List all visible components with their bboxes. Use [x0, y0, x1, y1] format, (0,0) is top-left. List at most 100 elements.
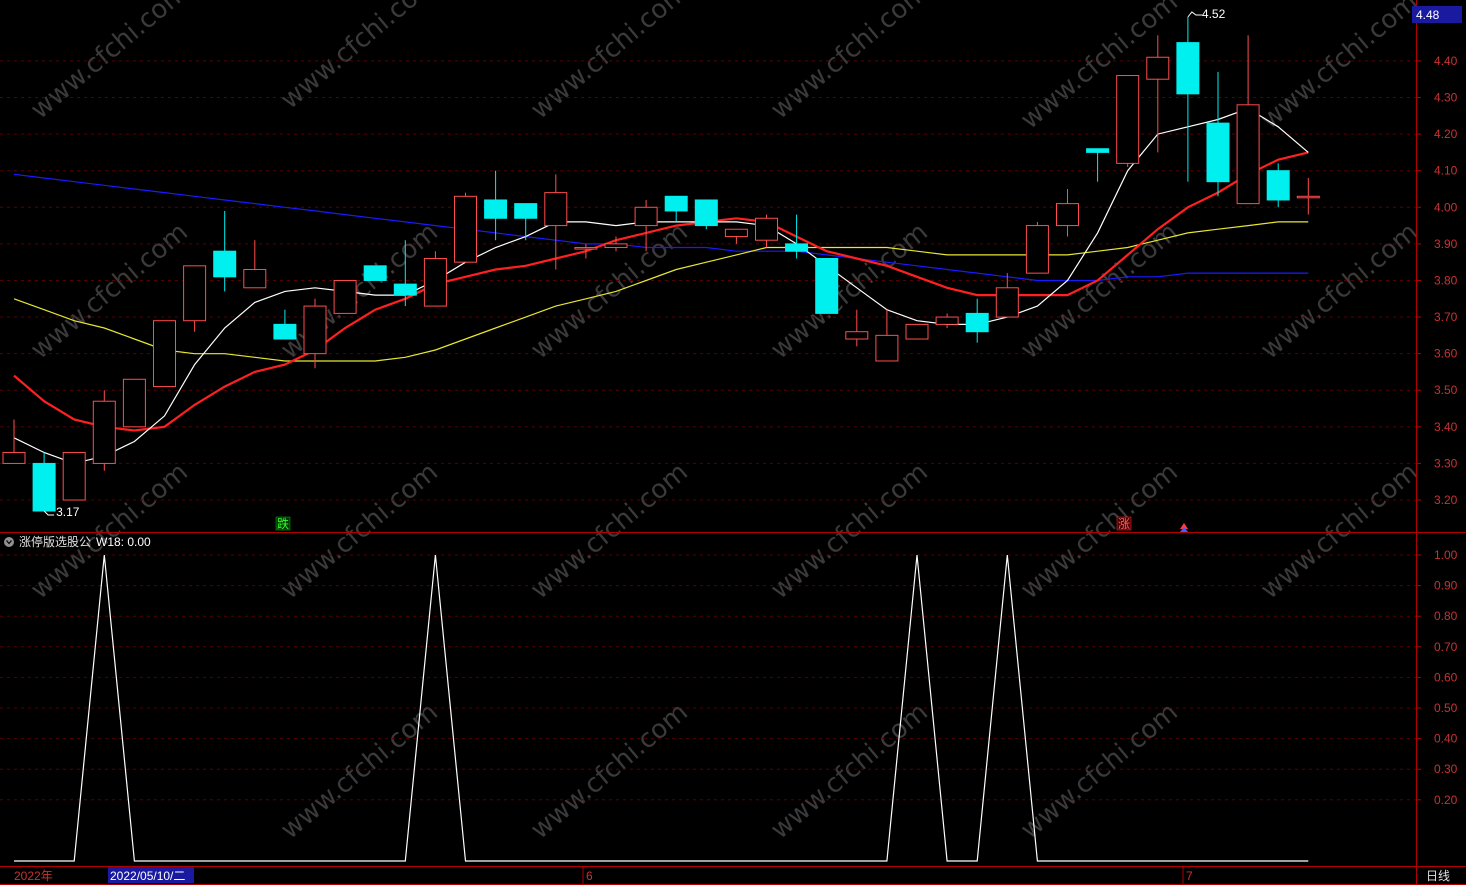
candle-body: [1266, 170, 1290, 201]
x-axis-label-month: 6: [586, 869, 593, 883]
candle[interactable]: [875, 309, 899, 362]
candle-body: [634, 206, 658, 227]
candle[interactable]: [755, 214, 778, 248]
indicator-tick-label: 0.30: [1434, 762, 1458, 776]
high-pointer: [1187, 11, 1202, 18]
candle-body: [32, 462, 56, 512]
candle[interactable]: [1236, 35, 1260, 205]
indicator-tick-label: 0.40: [1434, 732, 1458, 746]
candle[interactable]: [604, 236, 628, 252]
candle[interactable]: [303, 298, 327, 369]
candle[interactable]: [122, 378, 146, 428]
candle-body: [243, 268, 267, 289]
candle[interactable]: [183, 265, 207, 332]
ma5-line: [13, 107, 1309, 465]
candle[interactable]: [634, 199, 658, 252]
candle[interactable]: [724, 228, 748, 244]
x-axis-label-year: 2022年: [14, 869, 53, 883]
candle-body: [1146, 56, 1170, 80]
indicator-tick-label: 0.90: [1434, 579, 1458, 593]
candlestick-series[interactable]: [2, 17, 1320, 512]
candle-body: [965, 312, 989, 333]
indicator-tick-label: 0.60: [1434, 670, 1458, 684]
candle[interactable]: [2, 419, 26, 464]
candle-body: [1116, 75, 1140, 164]
candle-body: [333, 279, 357, 314]
candle-body: [1236, 104, 1260, 205]
up-arrow-icon: [1180, 523, 1188, 529]
candle[interactable]: [243, 240, 267, 289]
candle[interactable]: [965, 298, 989, 343]
candle[interactable]: [1025, 221, 1049, 274]
candle-body: [724, 228, 748, 238]
candle[interactable]: [1116, 75, 1140, 168]
candle-body: [454, 195, 477, 263]
candle[interactable]: [1146, 35, 1170, 153]
candle-body: [303, 305, 327, 355]
ma10-line: [13, 151, 1309, 432]
candle[interactable]: [1206, 71, 1230, 197]
candle-body: [423, 258, 447, 307]
candle[interactable]: [213, 210, 237, 292]
candle[interactable]: [62, 451, 86, 501]
candle[interactable]: [995, 273, 1019, 318]
candle-body: [273, 323, 297, 340]
candle[interactable]: [363, 265, 387, 281]
candle-body: [845, 331, 869, 340]
candle[interactable]: [1266, 163, 1290, 208]
price-tick-label: 3.50: [1434, 383, 1458, 397]
candle[interactable]: [905, 323, 929, 340]
x-axis-label-month: 7: [1186, 869, 1193, 883]
candle[interactable]: [574, 243, 598, 259]
candle[interactable]: [92, 390, 116, 471]
candle[interactable]: [1296, 178, 1320, 215]
candle[interactable]: [454, 192, 477, 263]
chart-labels: 3.20 3.30 3.40 3.50 3.60 3.70 3.80 3.90 4.00 4.10…: [4, 6, 1462, 884]
indicator-tick-label: 0.20: [1434, 793, 1458, 807]
candle[interactable]: [815, 258, 839, 314]
candle[interactable]: [664, 195, 688, 222]
candle-body: [122, 378, 146, 428]
candle-body: [213, 250, 237, 278]
candle[interactable]: [694, 199, 718, 230]
indicator-name: 涨停版选股公: [19, 534, 91, 549]
high-price-label: 4.52: [1202, 7, 1226, 21]
candle-body: [905, 323, 929, 340]
price-tick-label: 4.00: [1434, 200, 1458, 214]
candle-body: [363, 265, 387, 281]
price-tick-label: 3.70: [1434, 310, 1458, 324]
candle[interactable]: [484, 170, 508, 241]
candle-body: [664, 195, 688, 212]
chevron-down-icon: [6, 540, 12, 545]
candle-body: [153, 320, 176, 388]
candle[interactable]: [845, 309, 869, 347]
low-pointer: [43, 510, 55, 516]
candle[interactable]: [393, 240, 417, 307]
candle[interactable]: [935, 313, 959, 329]
candle[interactable]: [1176, 17, 1200, 182]
candle[interactable]: [785, 214, 809, 259]
candle-body: [785, 243, 809, 252]
candle[interactable]: [1056, 188, 1079, 237]
candle[interactable]: [333, 279, 357, 314]
collapse-icon[interactable]: [4, 537, 14, 547]
candle-body: [92, 400, 116, 464]
candle-body: [755, 217, 778, 241]
candle[interactable]: [544, 174, 568, 270]
price-tick-label: 3.30: [1434, 456, 1458, 470]
cursor-date-label: 2022/05/10/二: [110, 869, 185, 883]
candle[interactable]: [273, 309, 297, 340]
candle-body: [1206, 122, 1230, 183]
period-label[interactable]: 日线: [1426, 869, 1450, 883]
indicator-header[interactable]: 涨停版选股公 W18: 0.00: [4, 534, 151, 549]
candle-body: [183, 265, 207, 322]
candle[interactable]: [423, 251, 447, 307]
candle-body: [604, 243, 628, 249]
candle[interactable]: [153, 320, 176, 388]
candle[interactable]: [1086, 148, 1110, 182]
signal-up-badge: [1116, 516, 1132, 531]
candle[interactable]: [514, 203, 538, 241]
indicator-tick-label: 0.50: [1434, 701, 1458, 715]
candle-body: [62, 451, 86, 501]
